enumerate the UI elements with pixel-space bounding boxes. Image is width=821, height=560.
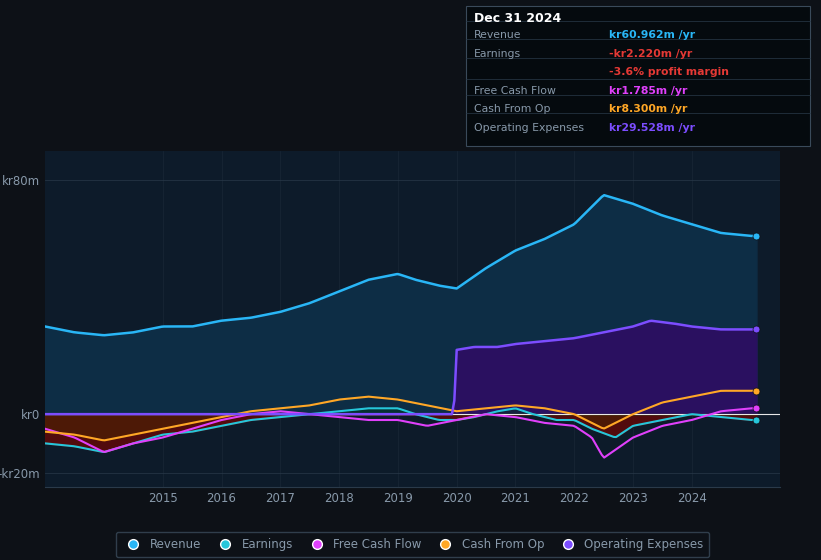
Text: Operating Expenses: Operating Expenses	[474, 123, 584, 133]
Text: kr8.300m /yr: kr8.300m /yr	[609, 104, 687, 114]
Text: kr1.785m /yr: kr1.785m /yr	[609, 86, 687, 96]
Text: Dec 31 2024: Dec 31 2024	[474, 12, 561, 25]
Text: kr29.528m /yr: kr29.528m /yr	[609, 123, 695, 133]
Legend: Revenue, Earnings, Free Cash Flow, Cash From Op, Operating Expenses: Revenue, Earnings, Free Cash Flow, Cash …	[116, 532, 709, 557]
Text: Earnings: Earnings	[474, 49, 521, 59]
Text: Free Cash Flow: Free Cash Flow	[474, 86, 556, 96]
Text: -3.6% profit margin: -3.6% profit margin	[609, 67, 729, 77]
Text: Revenue: Revenue	[474, 30, 521, 40]
Text: -kr2.220m /yr: -kr2.220m /yr	[609, 49, 692, 59]
Text: Cash From Op: Cash From Op	[474, 104, 550, 114]
Text: kr60.962m /yr: kr60.962m /yr	[609, 30, 695, 40]
